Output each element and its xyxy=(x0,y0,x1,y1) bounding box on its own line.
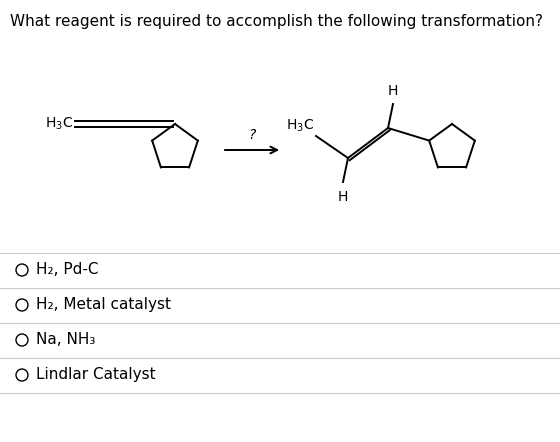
Text: H₂, Metal catalyst: H₂, Metal catalyst xyxy=(36,297,171,312)
Text: H: H xyxy=(388,84,398,98)
Text: H$_3$C: H$_3$C xyxy=(286,118,314,134)
Text: What reagent is required to accomplish the following transformation?: What reagent is required to accomplish t… xyxy=(10,14,543,29)
Text: ?: ? xyxy=(248,128,256,142)
Text: Na, NH₃: Na, NH₃ xyxy=(36,332,95,347)
Text: H₂, Pd-C: H₂, Pd-C xyxy=(36,263,99,278)
Text: H$_3$C: H$_3$C xyxy=(45,116,73,132)
Text: Lindlar Catalyst: Lindlar Catalyst xyxy=(36,367,156,382)
Text: H: H xyxy=(338,190,348,204)
